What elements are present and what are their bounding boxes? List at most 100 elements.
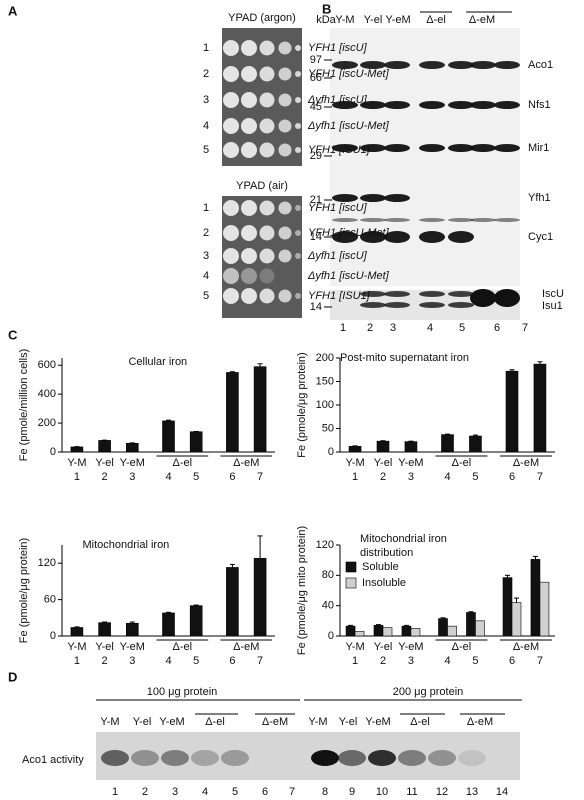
row-number: 1 [203,202,209,214]
lane-number: 7 [257,471,263,483]
row-number: 4 [203,120,209,132]
legend-label: Insoluble [362,577,406,589]
lane-header: Δ-el [426,14,446,26]
group-title: 100 μg protein [147,686,218,698]
lane-number: 5 [193,471,199,483]
lane-header: Y-eM [159,716,184,728]
gel-band [101,750,129,766]
band [448,61,474,69]
y-tick-label: 400 [38,388,56,400]
lane-number: 3 [172,786,178,798]
y-tick-label: 120 [316,539,334,551]
spot [223,40,239,56]
band [384,218,410,222]
mw-marker: 29 [310,150,322,162]
lane-number: 4 [427,322,433,334]
mw-marker: 97 [310,54,322,66]
chart-title: Cellular iron [128,356,187,368]
bar [226,372,239,453]
band [384,291,410,297]
spot [295,71,301,77]
row-number: 4 [203,270,209,282]
chart-title: Mitochondrial iron [360,533,447,545]
strain-label: Δyfh1 [iscU] [307,250,368,262]
blot [330,28,520,286]
band [360,61,386,69]
strain-label: YFH1 [ISU1] [308,290,371,302]
band [470,101,496,109]
bar [447,625,457,637]
mw-marker: 66 [310,72,322,84]
y-tick-label: 200 [316,352,334,364]
legend-swatch [345,561,357,573]
y-tick-label: 600 [38,359,56,371]
y-tick-label: 40 [322,600,334,612]
bar [189,431,203,453]
gel-band [368,750,396,766]
lane-number: 7 [537,471,543,483]
spot [259,118,275,134]
band [470,61,496,69]
spot [223,200,239,216]
spot [278,289,292,303]
spot [259,40,275,56]
gel-band [311,750,339,766]
spot [295,123,301,129]
lane-number: 6 [494,322,500,334]
lane-header: Y-el [364,14,383,26]
category-group: Δ-eM [513,457,539,469]
row-number: 2 [203,68,209,80]
spot [278,249,292,263]
category-group: Y-eM [398,457,423,469]
lane-number: 4 [202,786,208,798]
spot [295,230,301,236]
lane-number: 4 [444,655,450,667]
lane-number: 3 [129,471,135,483]
chart-title: Mitochondrial iron [82,539,169,551]
band [419,144,445,152]
lane-header: Y-M [100,716,119,728]
y-tick-label: 60 [44,594,56,606]
category-group: Y-el [374,457,393,469]
gel-band [338,750,366,766]
plate-title: YPAD (air) [236,180,288,192]
spot [223,288,239,304]
lane-number: 1 [340,322,346,334]
lane-header: Y-M [335,14,354,26]
y-tick-label: 0 [328,446,334,458]
y-axis-label: Fe (pmole/μg protein) [296,352,308,457]
lane-number: 3 [408,471,414,483]
strain-label: Δyfh1 [iscU-Met] [307,120,390,132]
lane-header: Δ-eM [469,14,495,26]
row-number: 1 [203,42,209,54]
lane-number: 2 [380,655,386,667]
band [419,302,445,308]
lane-header: Δ-eM [467,716,493,728]
lane-header: Y-eM [365,716,390,728]
band [448,218,474,222]
bar [70,446,84,453]
band [419,101,445,109]
spot [259,268,275,284]
y-tick-label: 150 [316,375,334,387]
band [332,218,358,222]
lane-header: Y-el [133,716,152,728]
band [384,144,410,152]
protein-label: Nfs1 [528,99,551,111]
gel-band [131,750,159,766]
category-group: Δ-el [173,457,193,469]
lane-number: 4 [444,471,450,483]
category-group: Y-M [345,641,364,653]
band [470,218,496,222]
strain-label: YFH1 [iscU-Met] [308,68,390,80]
row-number: 3 [203,250,209,262]
band [448,231,474,243]
bar [226,567,239,637]
bar [441,434,454,453]
spot [241,92,257,108]
band [448,302,474,308]
protein-label: Isu1 [542,300,563,312]
lane-number: 12 [436,786,448,798]
lane-number: 5 [472,471,478,483]
spot [259,288,275,304]
